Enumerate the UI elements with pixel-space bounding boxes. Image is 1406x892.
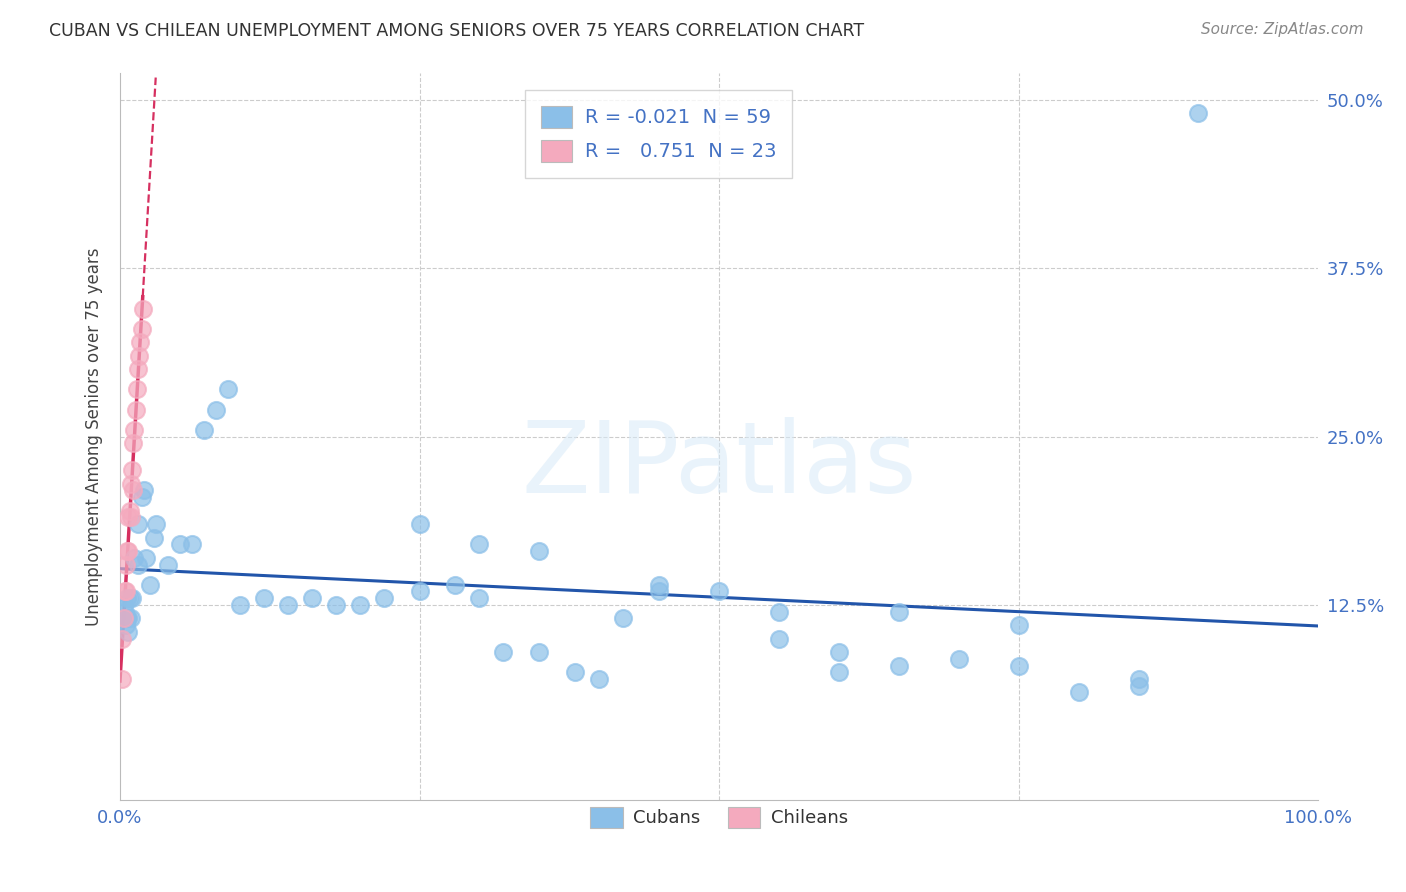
Point: [468, 537, 491, 551]
Text: CUBAN VS CHILEAN UNEMPLOYMENT AMONG SENIORS OVER 75 YEARS CORRELATION CHART: CUBAN VS CHILEAN UNEMPLOYMENT AMONG SENI…: [49, 22, 865, 40]
Point: [127, 558, 149, 572]
Point: [115, 618, 138, 632]
Point: [1128, 672, 1150, 686]
Point: [125, 383, 148, 397]
Y-axis label: Unemployment Among Seniors over 75 years: Unemployment Among Seniors over 75 years: [86, 247, 103, 626]
Point: [115, 544, 138, 558]
Point: [301, 591, 323, 606]
Point: [122, 483, 145, 498]
Point: [120, 510, 142, 524]
Point: [129, 335, 152, 350]
Point: [408, 584, 430, 599]
Point: [121, 591, 143, 606]
Point: [117, 624, 139, 639]
Point: [1008, 618, 1031, 632]
Point: [114, 584, 136, 599]
Legend: Cubans, Chileans: Cubans, Chileans: [583, 799, 855, 835]
Point: [156, 558, 179, 572]
Point: [142, 531, 165, 545]
Point: [117, 510, 139, 524]
Point: [205, 402, 228, 417]
Point: [887, 605, 910, 619]
Point: [118, 591, 141, 606]
Point: [828, 665, 851, 680]
Point: [122, 436, 145, 450]
Point: [112, 598, 135, 612]
Point: [121, 463, 143, 477]
Point: [193, 423, 215, 437]
Point: [648, 578, 671, 592]
Point: [648, 584, 671, 599]
Point: [127, 517, 149, 532]
Point: [588, 672, 610, 686]
Point: [1008, 658, 1031, 673]
Text: Source: ZipAtlas.com: Source: ZipAtlas.com: [1201, 22, 1364, 37]
Point: [124, 402, 146, 417]
Point: [444, 578, 467, 592]
Point: [828, 645, 851, 659]
Point: [277, 598, 299, 612]
Point: [117, 611, 139, 625]
Point: [118, 503, 141, 517]
Point: [253, 591, 276, 606]
Point: [120, 611, 142, 625]
Point: [128, 349, 150, 363]
Point: [408, 517, 430, 532]
Point: [325, 598, 347, 612]
Point: [120, 476, 142, 491]
Text: ZIPatlas: ZIPatlas: [522, 417, 917, 514]
Point: [612, 611, 634, 625]
Point: [1187, 106, 1209, 120]
Point: [132, 483, 155, 498]
Point: [180, 537, 202, 551]
Point: [948, 652, 970, 666]
Point: [145, 517, 167, 532]
Point: [132, 301, 155, 316]
Point: [373, 591, 395, 606]
Point: [115, 611, 138, 625]
Point: [117, 544, 139, 558]
Point: [887, 658, 910, 673]
Point: [529, 544, 551, 558]
Point: [114, 605, 136, 619]
Point: [115, 584, 138, 599]
Point: [1067, 685, 1090, 699]
Point: [468, 591, 491, 606]
Point: [492, 645, 515, 659]
Point: [111, 672, 134, 686]
Point: [135, 550, 157, 565]
Point: [768, 632, 790, 646]
Point: [707, 584, 730, 599]
Point: [131, 490, 153, 504]
Point: [349, 598, 371, 612]
Point: [529, 645, 551, 659]
Point: [217, 383, 239, 397]
Point: [124, 423, 146, 437]
Point: [139, 578, 162, 592]
Point: [124, 550, 146, 565]
Point: [127, 362, 149, 376]
Point: [564, 665, 586, 680]
Point: [115, 558, 138, 572]
Point: [115, 591, 138, 606]
Point: [131, 322, 153, 336]
Point: [112, 611, 135, 625]
Point: [229, 598, 252, 612]
Point: [169, 537, 191, 551]
Point: [768, 605, 790, 619]
Point: [111, 632, 134, 646]
Point: [1128, 679, 1150, 693]
